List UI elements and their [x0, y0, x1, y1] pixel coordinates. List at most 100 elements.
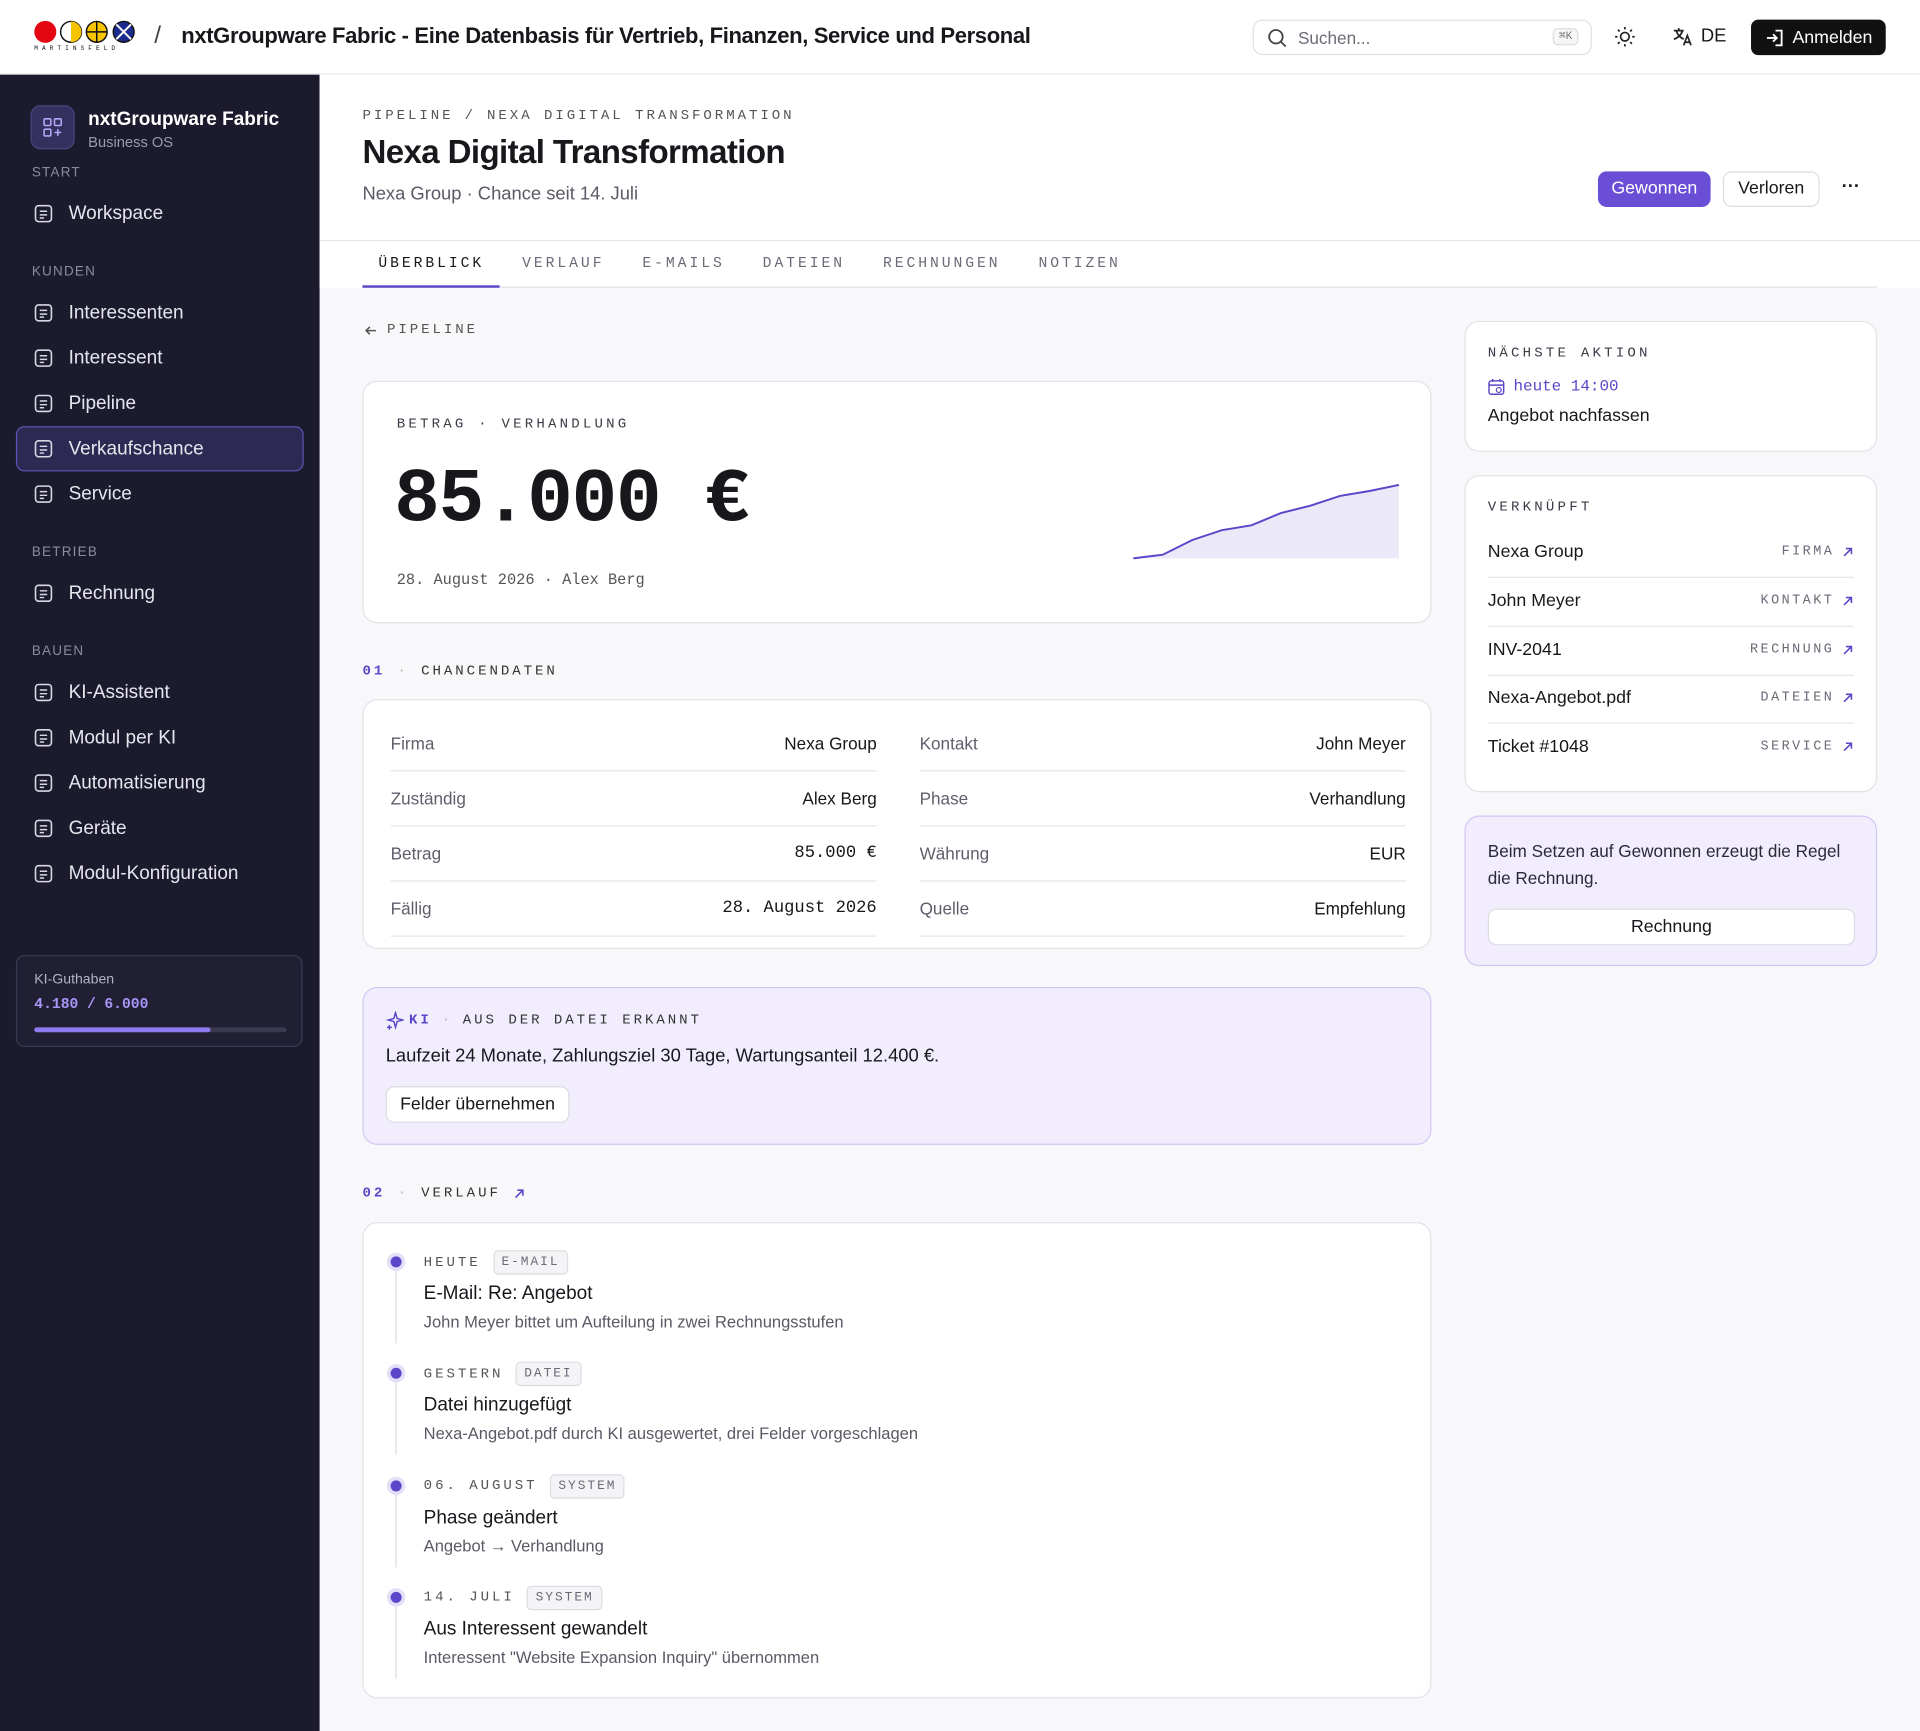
icon-shape — [34, 204, 53, 223]
nav-item[interactable]: Interessenten — [16, 290, 304, 335]
nav-icon — [34, 683, 53, 702]
field-value: Empfehlung — [1314, 898, 1406, 919]
nav-icon — [34, 485, 53, 503]
more-button[interactable]: ··· — [1841, 176, 1860, 198]
field-value: 28. August 2026 — [722, 898, 877, 919]
credits-total: 6.000 — [104, 995, 149, 1013]
nav-section-title: KUNDEN — [31, 264, 97, 280]
breadcrumb-item[interactable]: PIPELINE — [362, 107, 454, 124]
sparkline-line — [1133, 483, 1400, 560]
linked-item[interactable]: Nexa-Angebot.pdf DATEIEN — [1487, 674, 1854, 725]
invoice-button[interactable]: Rechnung — [1487, 908, 1856, 946]
timeline-line — [395, 1600, 397, 1679]
field-label: Währung — [919, 843, 990, 864]
field-value: John Meyer — [1316, 733, 1406, 754]
tab[interactable]: E-MAILS — [642, 254, 725, 272]
credits-used: 4.180 — [34, 995, 79, 1013]
credits-value: 4.180 / 6.000 — [34, 996, 148, 1013]
nav-item[interactable]: Verkaufschance — [15, 426, 304, 472]
nav-icon — [34, 774, 53, 792]
nav-item[interactable]: Modul per KI — [16, 715, 304, 760]
event-title: Datei hinzugefügt — [423, 1395, 572, 1416]
tabs: ÜBERBLICK VERLAUF E-MAILS DATEIEN RECHNUNGEN… — [362, 241, 1158, 288]
tab[interactable]: RECHNUNGEN — [882, 254, 1001, 272]
field-label: Fällig — [390, 898, 432, 919]
apply-fields-button[interactable]: Felder übernehmen — [385, 1086, 570, 1123]
search-box[interactable]: Suchen... ⌘K — [1252, 19, 1592, 56]
field-row: Quelle Empfehlung — [919, 882, 1406, 937]
field-label: Betrag — [390, 843, 442, 864]
nav-item[interactable]: Pipeline — [16, 381, 304, 426]
nav-section-title: START — [31, 165, 81, 180]
linked-item[interactable]: Ticket #1048 SERVICE — [1488, 723, 1854, 772]
nav-item[interactable]: KI-Assistent — [16, 670, 304, 715]
history-event: 14. JULI SYSTEM Aus Interessent gewandelt I… — [364, 1583, 1417, 1693]
ai-separator: · — [441, 1012, 453, 1029]
icon-shape — [34, 864, 53, 883]
icon-shape — [1843, 596, 1853, 606]
tab[interactable]: ÜBERBLICK — [362, 241, 501, 288]
event-when: HEUTE — [423, 1254, 481, 1271]
tab[interactable]: VERLAUF — [522, 254, 605, 272]
theme-toggle[interactable] — [1614, 26, 1636, 48]
field-label: Firma — [390, 733, 435, 754]
next-action-card: NÄCHSTE AKTION heute 14:00 Angebot nachf… — [1464, 320, 1878, 452]
nav-item[interactable]: Service — [16, 471, 304, 516]
linked-item[interactable]: Nexa Group FIRMA — [1487, 528, 1854, 578]
event-when: 14. JULI — [423, 1589, 515, 1606]
linked-title: VERKNÜPFT — [1487, 499, 1593, 516]
nav-item[interactable]: Automatisierung — [16, 760, 304, 805]
icon-shape — [34, 728, 53, 747]
credits-fill — [34, 1027, 211, 1033]
nav-item[interactable]: Rechnung — [16, 571, 304, 616]
tab[interactable]: DATEIEN — [762, 254, 845, 272]
history-event: GESTERN DATEI Datei hinzugefügt Nexa-Angebo… — [364, 1360, 1417, 1470]
event-tag: SYSTEM — [527, 1585, 603, 1611]
event-head: 14. JULI SYSTEM — [424, 1583, 603, 1612]
linked-item[interactable]: INV-2041 RECHNUNG — [1487, 625, 1854, 676]
timeline-dot — [390, 1479, 402, 1491]
credits-label: KI-Guthaben — [34, 972, 115, 987]
language-icon — [1673, 28, 1692, 46]
language[interactable]: DE — [1700, 25, 1727, 47]
amount: 85.000 € — [394, 456, 750, 544]
nav-icon — [34, 394, 53, 413]
section-number: 01 — [362, 663, 386, 680]
event-head: GESTERN DATEI — [424, 1360, 582, 1389]
nav-item[interactable]: Workspace — [16, 191, 304, 236]
next-action-time: heute 14:00 — [1488, 377, 1619, 396]
back-link-label: PIPELINE — [386, 322, 479, 338]
won-button[interactable]: Gewonnen — [1597, 171, 1711, 207]
nav-item[interactable]: Interessent — [16, 336, 304, 381]
logo — [34, 20, 135, 43]
icon-shape — [39, 210, 48, 219]
app-icon — [30, 105, 75, 150]
open-icon[interactable] — [513, 1187, 525, 1199]
nav-item[interactable]: Modul-Konfiguration — [16, 851, 304, 896]
ai-tag: KI — [408, 1012, 432, 1029]
event-title: Phase geändert — [423, 1506, 558, 1528]
field-value: Verhandlung — [1309, 788, 1406, 809]
ai-card: KI · AUS DER DATEI ERKANNT Laufzeit 24 M… — [362, 986, 1432, 1145]
linked-name: Nexa-Angebot.pdf — [1487, 688, 1631, 709]
nav-icon — [34, 584, 53, 603]
nav-item[interactable]: Geräte — [16, 806, 304, 851]
back-link[interactable]: PIPELINE — [364, 322, 478, 338]
linked-type: DATEIEN — [1760, 691, 1835, 706]
linked-item[interactable]: John Meyer KONTAKT — [1487, 576, 1854, 627]
nav-icon — [34, 304, 53, 322]
icon-shape — [1843, 645, 1853, 654]
tab[interactable]: NOTIZEN — [1038, 254, 1121, 272]
timeline-line — [395, 1264, 397, 1344]
lost-button[interactable]: Verloren — [1722, 171, 1820, 207]
event-head: HEUTE E-MAIL — [423, 1248, 569, 1277]
icon-shape — [34, 819, 53, 838]
section-separator: · — [397, 663, 409, 680]
nav-label: Rechnung — [68, 582, 156, 604]
rule-text: Beim Setzen auf Gewonnen erzeugt die Reg… — [1487, 841, 1841, 888]
history-event: 06. AUGUST SYSTEM Phase geändert Angebot → … — [364, 1471, 1417, 1581]
sparkline — [1133, 483, 1400, 560]
open-icon — [1843, 645, 1853, 654]
login-button[interactable]: Anmelden — [1751, 19, 1886, 56]
